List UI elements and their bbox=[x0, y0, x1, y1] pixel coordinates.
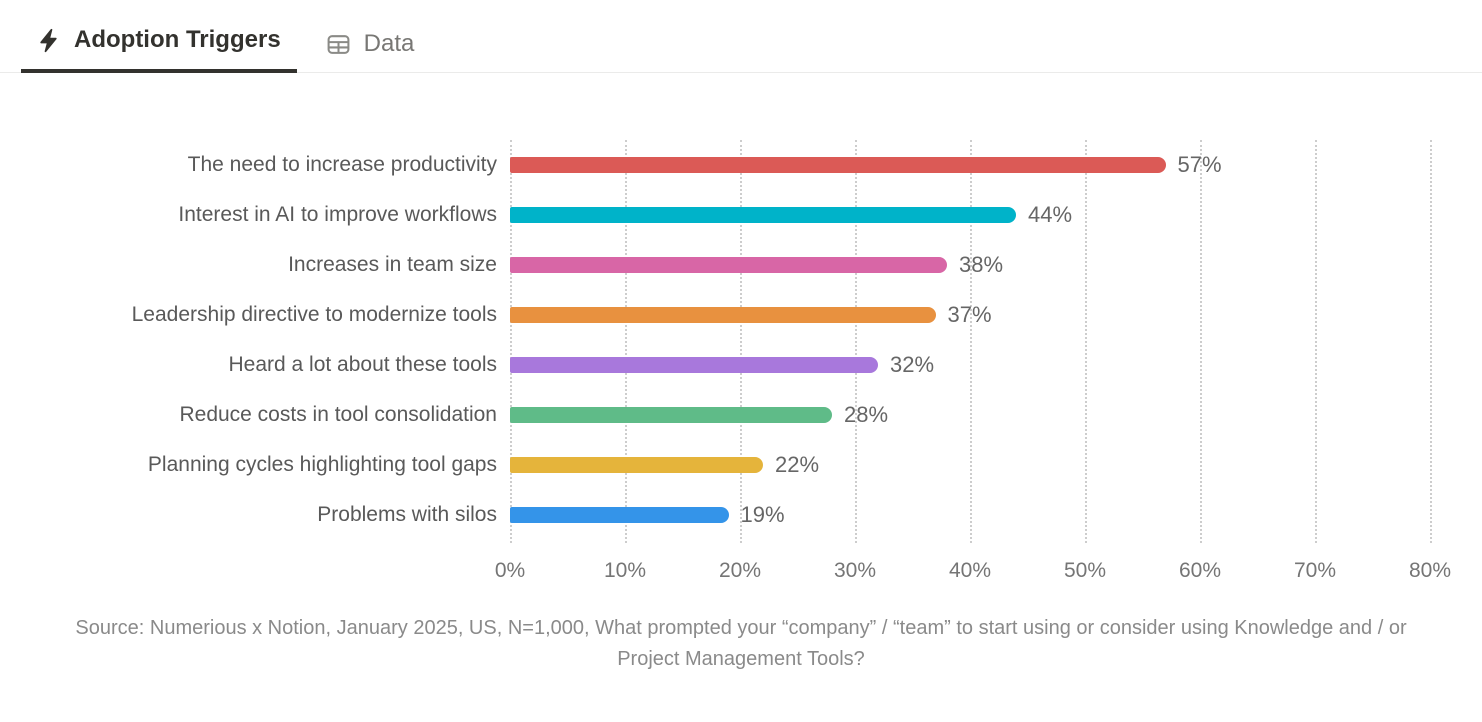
bars: 57% 44% 38% 37% 32% 28% 22% 19% bbox=[510, 140, 1430, 540]
gridline bbox=[740, 140, 742, 543]
bar-value-label: 57% bbox=[1177, 152, 1222, 177]
category-label: Interest in AI to improve workflows bbox=[178, 203, 497, 226]
tab-data[interactable]: Data bbox=[311, 24, 431, 73]
bar-row: 19% bbox=[510, 490, 1430, 540]
bar-row: 28% bbox=[510, 390, 1430, 440]
bar bbox=[510, 207, 1016, 223]
x-tick-label: 0% bbox=[494, 559, 526, 582]
bar bbox=[510, 357, 878, 373]
table-icon bbox=[325, 31, 352, 58]
category-label: Problems with silos bbox=[317, 503, 497, 526]
bar-row: 44% bbox=[510, 190, 1430, 240]
gridline bbox=[855, 140, 857, 543]
gridline bbox=[625, 140, 627, 543]
gridline bbox=[1315, 140, 1317, 543]
bar-value-label: 22% bbox=[775, 452, 820, 477]
bar-value-label: 32% bbox=[890, 352, 935, 377]
bar bbox=[510, 407, 832, 423]
source-note: Source: Numerious x Notion, January 2025… bbox=[75, 617, 1407, 670]
bar-value-label: 38% bbox=[959, 252, 1004, 277]
x-tick-label: 10% bbox=[603, 559, 647, 582]
x-tick-label: 70% bbox=[1293, 559, 1337, 582]
x-tick-label: 30% bbox=[833, 559, 877, 582]
bar bbox=[510, 307, 936, 323]
bar bbox=[510, 457, 763, 473]
bar bbox=[510, 257, 947, 273]
gridline bbox=[1430, 140, 1432, 543]
bar bbox=[510, 157, 1166, 173]
bar-value-label: 37% bbox=[947, 302, 992, 327]
x-tick-label: 60% bbox=[1178, 559, 1222, 582]
category-label: Planning cycles highlighting tool gaps bbox=[147, 453, 497, 476]
bar-row: 32% bbox=[510, 340, 1430, 390]
category-labels: The need to increase productivity Interes… bbox=[35, 140, 510, 540]
bar-value-label: 28% bbox=[844, 402, 889, 427]
bar bbox=[510, 507, 729, 523]
category-label: The need to increase productivity bbox=[187, 153, 497, 176]
bar-row: 22% bbox=[510, 440, 1430, 490]
tab-label: Data bbox=[363, 30, 415, 57]
tab-label: Adoption Triggers bbox=[74, 26, 281, 53]
category-label: Reduce costs in tool consolidation bbox=[179, 403, 497, 426]
gridline bbox=[1085, 140, 1087, 543]
bar-row: 38% bbox=[510, 240, 1430, 290]
x-tick-label: 50% bbox=[1063, 559, 1107, 582]
bar-row: 57% bbox=[510, 140, 1430, 190]
x-tick-label: 20% bbox=[718, 559, 762, 582]
bar-row: 37% bbox=[510, 290, 1430, 340]
bar-chart: The need to increase productivity Interes… bbox=[0, 73, 1482, 587]
category-label: Heard a lot about these tools bbox=[228, 353, 497, 376]
plot-area: 57% 44% 38% 37% 32% 28% 22% 19% bbox=[510, 140, 1432, 543]
bar-value-label: 44% bbox=[1028, 202, 1073, 227]
category-label: Increases in team size bbox=[288, 253, 497, 276]
bolt-icon bbox=[35, 27, 62, 54]
category-label: Leadership directive to modernize tools bbox=[131, 303, 497, 326]
x-tick-label: 40% bbox=[948, 559, 992, 582]
x-tick-label: 80% bbox=[1408, 559, 1452, 582]
gridline bbox=[970, 140, 972, 543]
gridline bbox=[1200, 140, 1202, 543]
tab-bar: Adoption Triggers Data bbox=[0, 0, 1482, 73]
tab-adoption-triggers[interactable]: Adoption Triggers bbox=[21, 20, 297, 73]
y-axis-line bbox=[510, 140, 512, 543]
bar-value-label: 19% bbox=[740, 502, 785, 527]
x-axis: 0% 10% 20% 30% 40% 50% 60% 70% 80% bbox=[495, 553, 1451, 587]
